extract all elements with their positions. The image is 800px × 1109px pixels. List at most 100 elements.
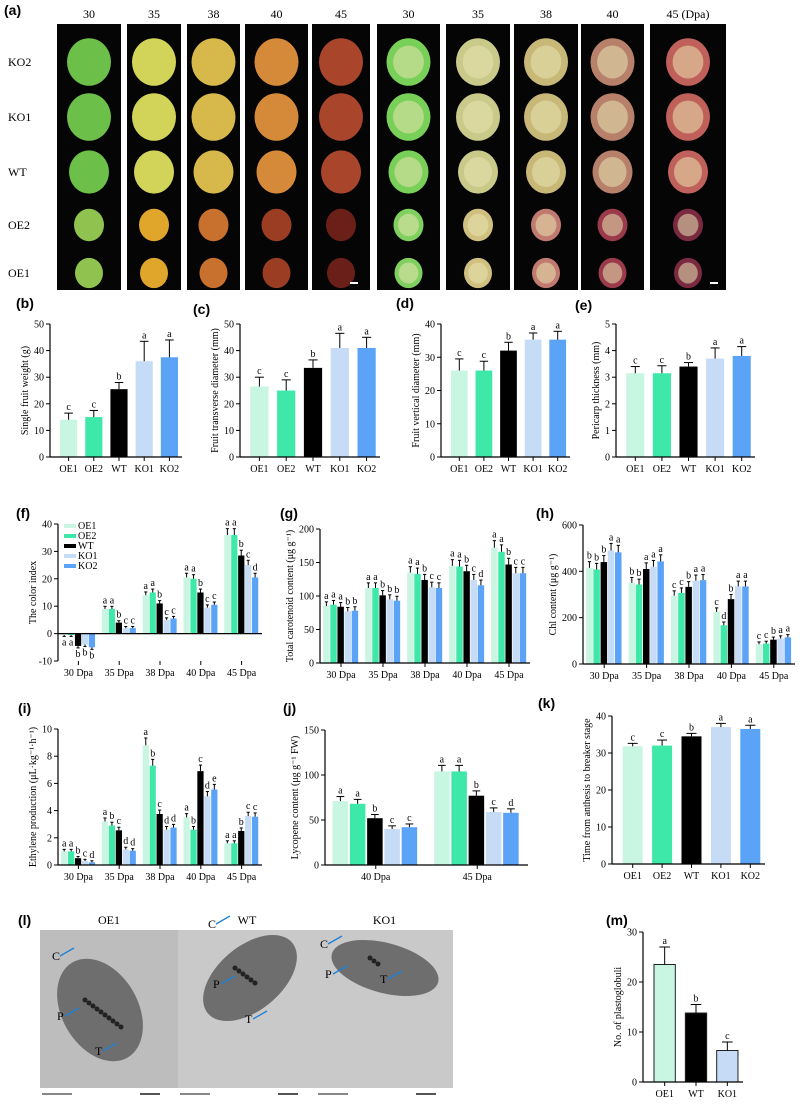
tem-annotation-T: T bbox=[245, 1012, 253, 1026]
bar bbox=[252, 816, 259, 865]
bar bbox=[344, 611, 351, 663]
bar bbox=[735, 586, 742, 664]
x-tick-label: OE1 bbox=[624, 871, 642, 882]
fruit-locule bbox=[602, 262, 623, 284]
bar bbox=[108, 608, 116, 634]
y-axis-label: The color index bbox=[28, 561, 39, 624]
significance-letter: a bbox=[499, 534, 504, 545]
bar bbox=[428, 587, 435, 663]
bar bbox=[122, 628, 129, 634]
significance-letter: a bbox=[103, 807, 108, 818]
bar bbox=[277, 390, 296, 457]
bar bbox=[372, 587, 379, 663]
significance-letter: b bbox=[729, 584, 734, 595]
x-tick-label: OE1 bbox=[59, 464, 77, 475]
plastoglobulus bbox=[232, 965, 238, 971]
bar bbox=[245, 816, 252, 865]
bar bbox=[713, 611, 720, 664]
significance-letter: b bbox=[117, 372, 122, 383]
plastoglobulus bbox=[106, 1015, 112, 1021]
bar bbox=[449, 565, 456, 663]
panel-label-c: (c) bbox=[193, 301, 210, 317]
x-tick-label: OE2 bbox=[475, 464, 493, 475]
fruit-locule bbox=[468, 262, 488, 284]
x-tick-label: 40 Dpa bbox=[186, 872, 216, 883]
significance-letter: b bbox=[771, 626, 776, 637]
significance-letter: b bbox=[587, 551, 592, 562]
bar bbox=[252, 577, 259, 634]
x-tick-label: 38 Dpa bbox=[410, 670, 440, 681]
significance-letter: b bbox=[109, 811, 114, 822]
significance-letter: a bbox=[62, 838, 67, 849]
tem-annotation-T: T bbox=[380, 972, 388, 986]
x-tick-label: 30 Dpa bbox=[64, 872, 94, 883]
significance-letter: c bbox=[246, 549, 251, 560]
significance-letter: b bbox=[372, 804, 377, 815]
y-tick-label: 20 bbox=[34, 399, 44, 410]
significance-letter: b bbox=[686, 571, 691, 582]
significance-letter: a bbox=[739, 336, 744, 347]
legend-label: KO2 bbox=[78, 561, 97, 572]
significance-letter: c bbox=[66, 402, 71, 413]
fruit-locule bbox=[530, 45, 562, 79]
significance-letter: a bbox=[225, 830, 230, 841]
significance-letter: c bbox=[437, 572, 442, 583]
tem-title: OE1 bbox=[98, 913, 120, 927]
significance-letter: a bbox=[492, 530, 497, 541]
bar bbox=[681, 736, 702, 864]
significance-letter: b bbox=[198, 578, 203, 589]
plastoglobulus bbox=[236, 968, 242, 974]
y-axis-label: Fruit transverse diameter (mm) bbox=[210, 328, 221, 453]
bar bbox=[365, 587, 372, 663]
bar bbox=[204, 796, 211, 865]
significance-letter: a bbox=[609, 532, 614, 543]
fruit bbox=[69, 150, 109, 194]
significance-letter: a bbox=[651, 549, 656, 560]
y-tick-label: 30 bbox=[34, 373, 44, 384]
tem-annotation-T: T bbox=[95, 1044, 103, 1058]
bar bbox=[710, 727, 731, 864]
significance-letter: c bbox=[457, 348, 462, 359]
y-tick-label: 150 bbox=[299, 558, 314, 569]
significance-letter: b bbox=[76, 846, 81, 857]
significance-letter: b bbox=[464, 554, 469, 565]
plastoglobulus bbox=[94, 1006, 100, 1012]
significance-letter: c bbox=[430, 571, 435, 582]
significance-letter: c bbox=[660, 729, 665, 740]
bar bbox=[85, 417, 103, 457]
bar bbox=[149, 765, 156, 865]
bar bbox=[742, 586, 749, 664]
chart-j: a a b c c 40 Dpa a a b c d 45 Dpa 0 50 100 150Lycopene … bbox=[290, 726, 528, 883]
x-tick-label: OE1 bbox=[655, 1089, 673, 1100]
fruit bbox=[262, 257, 291, 289]
significance-letter: a bbox=[167, 329, 172, 340]
y-axis-label: Lycopene content (μg g⁻¹ FW) bbox=[290, 736, 301, 860]
bar bbox=[135, 361, 153, 457]
significance-letter: b bbox=[157, 590, 162, 601]
significance-letter: a bbox=[440, 754, 445, 765]
fruit-locule bbox=[672, 45, 704, 79]
fruit-locule bbox=[535, 213, 557, 237]
y-tick-label: 50 bbox=[224, 320, 234, 331]
x-tick-label: 30 Dpa bbox=[326, 670, 356, 681]
x-tick-label: OE2 bbox=[653, 464, 671, 475]
scale-bar bbox=[278, 1093, 298, 1095]
significance-letter: a bbox=[338, 322, 343, 333]
significance-letter: c bbox=[205, 594, 210, 605]
significance-letter: c bbox=[157, 799, 162, 810]
chloroplast bbox=[331, 939, 439, 997]
x-tick-label: KO1 bbox=[134, 464, 153, 475]
tem-caption bbox=[180, 1093, 210, 1095]
fruit-locule bbox=[394, 157, 423, 187]
significance-letter: a bbox=[338, 786, 343, 797]
row-label: KO2 bbox=[8, 55, 31, 69]
fruit bbox=[191, 93, 236, 141]
significance-letter: c bbox=[407, 813, 412, 824]
tem-title: WT bbox=[238, 913, 257, 927]
bar bbox=[777, 638, 784, 664]
x-tick-label: KO1 bbox=[330, 464, 349, 475]
y-tick-label: 0 bbox=[601, 860, 606, 871]
fruit-locule bbox=[602, 213, 623, 237]
bar bbox=[762, 643, 770, 664]
plastoglobulus bbox=[371, 958, 377, 964]
